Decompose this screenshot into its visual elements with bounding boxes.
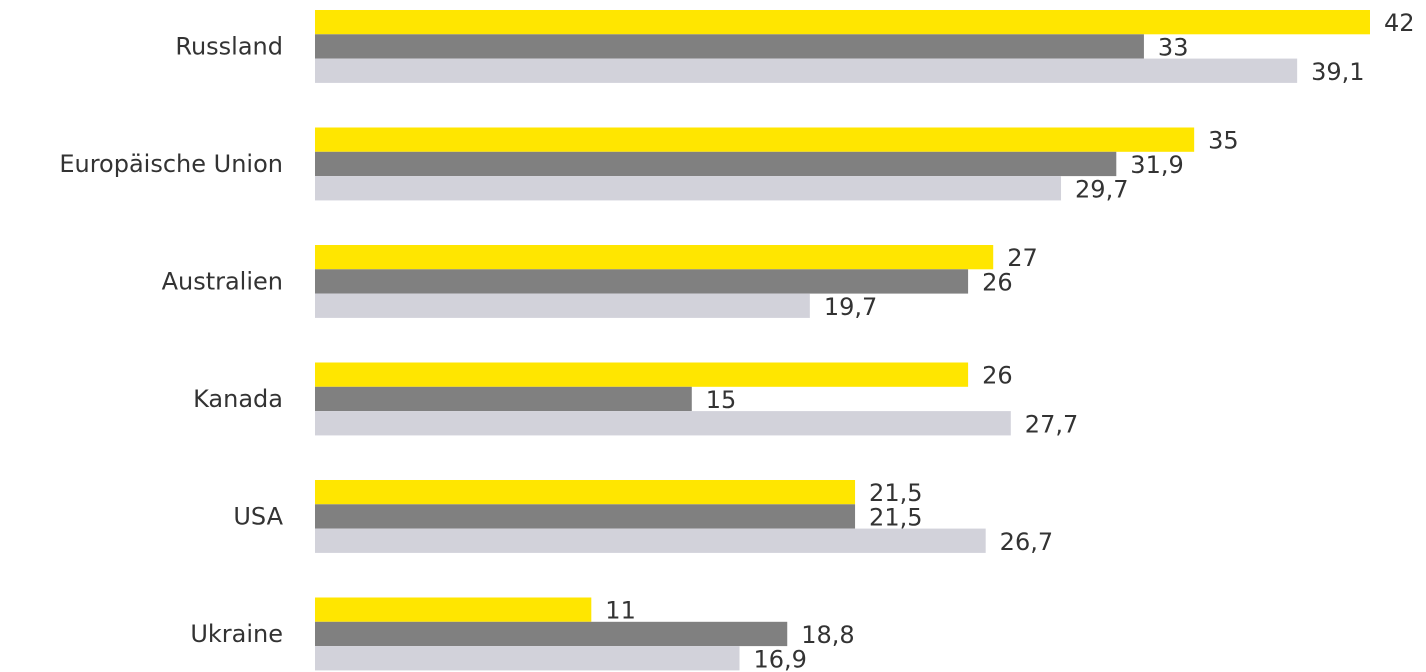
bar [315,245,994,270]
value-label: 42 [1384,9,1415,37]
value-label: 21,5 [869,503,922,531]
category-label: USA [233,502,283,530]
bar [315,528,986,553]
bar [315,504,856,529]
value-label: 29,7 [1075,175,1128,203]
bar [315,176,1062,201]
value-label: 15 [706,386,737,414]
category-label: Australien [162,267,283,295]
bar [315,597,592,622]
category-label: Kanada [193,385,283,413]
bar [315,58,1298,83]
value-label: 27 [1007,244,1038,272]
value-label: 11 [605,597,636,625]
category-label: Russland [175,32,283,60]
bar [315,269,969,294]
value-label: 18,8 [801,621,854,649]
value-label: 21,5 [869,479,922,507]
category-label: Ukraine [190,620,283,648]
bar [315,127,1195,152]
bar [315,411,1011,436]
category-label: Europäische Union [59,150,283,178]
value-label: 26 [982,268,1013,296]
bar [315,362,969,387]
value-label: 16,9 [754,645,807,672]
value-label: 26 [982,362,1013,390]
bar [315,151,1117,177]
value-label: 39,1 [1311,58,1364,86]
bar [315,293,810,318]
value-label: 33 [1158,33,1189,61]
value-label: 35 [1208,127,1239,155]
bar [315,646,740,671]
value-label: 26,7 [1000,528,1053,556]
bar [315,34,1144,59]
bar [315,10,1370,35]
bar [315,621,788,647]
value-label: 31,9 [1130,151,1183,179]
value-label: 27,7 [1025,410,1078,438]
value-label: 19,7 [824,293,877,321]
bar [315,480,856,505]
bar [315,386,692,412]
